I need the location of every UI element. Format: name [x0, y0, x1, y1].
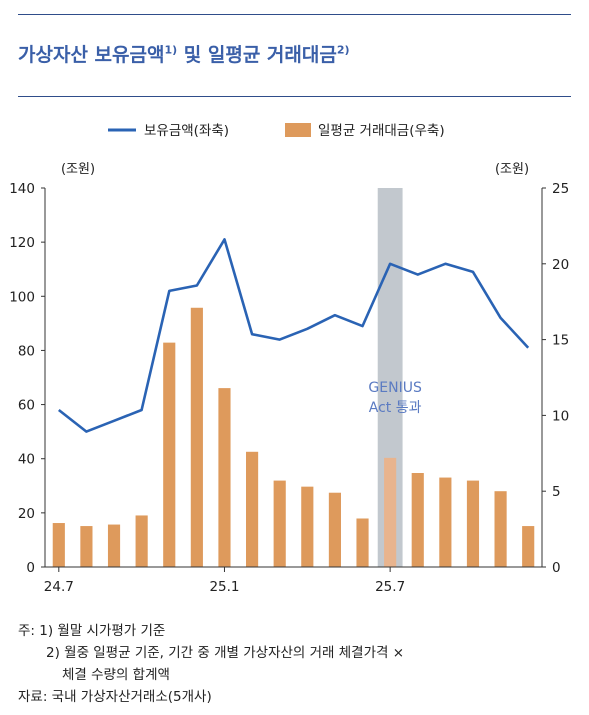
footnotes: 주: 1) 월말 시가평가 기준 2) 월중 일평균 기준, 기간 중 개별 가… [18, 620, 404, 708]
bar-24.12 [190, 307, 203, 567]
x-tick-label-25.1: 25.1 [209, 579, 239, 595]
left-tick-label-20: 20 [18, 506, 35, 522]
bar-25.4 [301, 486, 314, 567]
right-tick-label-25: 25 [552, 181, 569, 197]
left-tick-label-140: 140 [9, 181, 35, 197]
annotation-line-2: Act 통과 [369, 400, 422, 416]
bar-25.1 [218, 388, 231, 567]
bar-25.5 [328, 492, 341, 567]
bar-24.8 [80, 526, 93, 567]
legend-label-bar: 일평균 거래대금(우축) [318, 123, 445, 139]
left-tick-label-80: 80 [18, 343, 35, 359]
title-rule [18, 96, 571, 97]
top-rule [18, 14, 571, 15]
title-footnote-1: 1) [164, 43, 178, 57]
bar-24.7 [52, 523, 65, 567]
chart-canvas: 보유금액(좌축) 일평균 거래대금(우축)(조원) (조원)020406080100… [9, 123, 569, 595]
holdings-line [57, 238, 530, 433]
chart-title: 가상자산 보유금액1) 및 일평균 거래대금2) [18, 40, 350, 67]
legend-bar-swatch [285, 123, 311, 137]
bar-25.6 [356, 518, 369, 567]
bar-25.12 [522, 526, 535, 567]
bar-25.7 [384, 457, 397, 567]
left-tick-label-40: 40 [18, 452, 35, 468]
source-note: 자료: 국내 가상자산거래소(5개사) [18, 689, 212, 705]
right-tick-label-20: 20 [552, 257, 569, 273]
title-middle: 및 일평균 거래대금 [177, 44, 337, 66]
bar-25.9 [439, 477, 452, 567]
left-tick-label-60: 60 [18, 398, 35, 414]
bar-25.11 [494, 491, 507, 567]
bar-24.9 [107, 524, 121, 567]
title-footnote-2: 2) [336, 43, 350, 57]
bar-25.8 [411, 473, 424, 567]
bar-25.2 [246, 451, 259, 567]
right-tick-label-10: 10 [552, 408, 569, 424]
note-2-continued: 체결 수량의 합계액 [62, 667, 170, 683]
x-tick-label-25.7: 25.7 [375, 579, 405, 595]
bar-25.10 [466, 480, 480, 567]
annotation-line-1: GENIUS [368, 380, 422, 396]
title-main: 가상자산 보유금액 [18, 44, 165, 66]
right-tick-label-5: 5 [552, 484, 561, 500]
bar-24.11 [163, 342, 176, 567]
right-tick-label-0: 0 [552, 560, 561, 576]
left-tick-label-0: 0 [26, 560, 35, 576]
x-tick-label-24.7: 24.7 [44, 579, 74, 595]
note-1: 주: 1) 월말 시가평가 기준 [18, 623, 166, 639]
right-axis-unit: (조원) [495, 162, 529, 177]
left-tick-label-120: 120 [9, 235, 35, 251]
bar-25.3 [273, 480, 286, 567]
note-2: 2) 월중 일평균 기준, 기간 중 개별 가상자산의 거래 체결가격 × [46, 645, 405, 661]
left-tick-label-100: 100 [9, 289, 35, 305]
right-tick-label-15: 15 [552, 333, 569, 349]
bar-24.10 [135, 515, 148, 567]
left-axis-unit: (조원) [61, 162, 95, 177]
legend-label-line: 보유금액(좌축) [144, 123, 229, 139]
